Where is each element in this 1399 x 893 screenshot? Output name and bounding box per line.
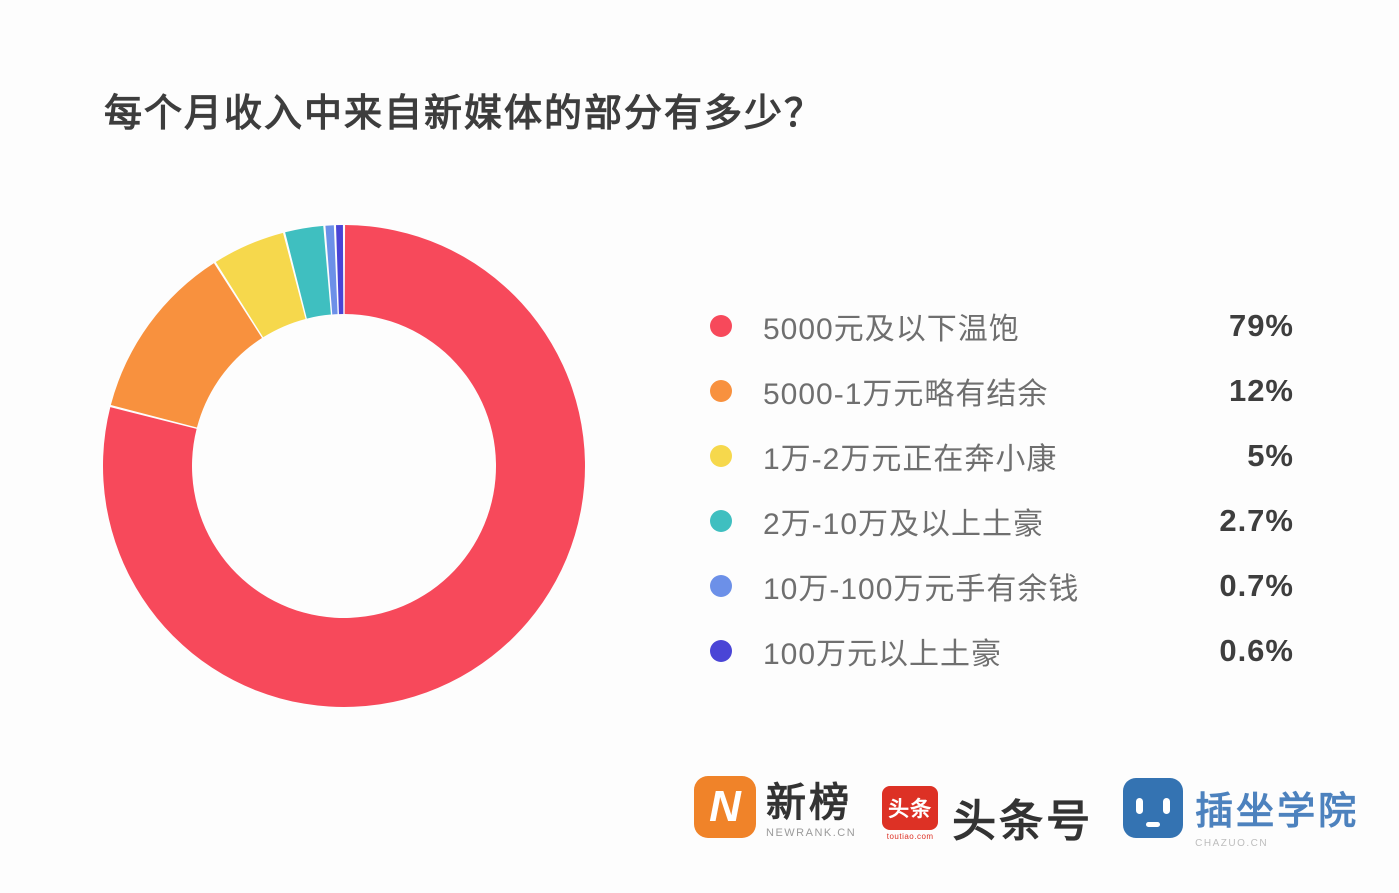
legend-item: 10万-100万元手有余钱 0.7%: [710, 553, 1294, 618]
newrank-logo-icon: N: [694, 776, 756, 838]
donut-segment-3: [285, 225, 331, 319]
legend-item: 5000元及以下温饱 79%: [710, 293, 1294, 358]
legend-label: 5000元及以下温饱: [763, 312, 1020, 346]
chazuo-brand-url: CHAZUO.CN: [1195, 838, 1269, 849]
donut-segment-1: [110, 263, 262, 428]
brand-toutiao: 头条 toutiao.com 头条号: [882, 776, 1093, 849]
legend-label: 2万-10万及以上土豪: [763, 507, 1045, 541]
toutiao-brand-url: toutiao.com: [886, 832, 934, 841]
donut-segment-2: [215, 232, 306, 338]
footer-brand-bar: N 新榜 NEWRANK.CN 头条 toutiao.com 头条号 插坐学院 …: [694, 776, 1359, 849]
legend-value: 79%: [1228, 307, 1294, 343]
toutiao-logo-icon: 头条: [882, 786, 939, 830]
legend-color-dot: [710, 509, 732, 532]
legend-value: 0.7%: [1219, 567, 1294, 603]
legend-value: 2.7%: [1219, 502, 1294, 538]
legend-color-dot: [710, 444, 732, 467]
legend-value: 12%: [1228, 372, 1294, 408]
legend-label: 5000-1万元略有结余: [763, 377, 1049, 411]
donut-segment-5: [336, 225, 344, 315]
toutiao-brand-name: 头条号: [952, 797, 1094, 846]
page-title: 每个月收入中来自新媒体的部分有多少？: [104, 93, 825, 135]
legend-color-dot: [710, 379, 732, 402]
donut-segment-4: [325, 225, 338, 315]
chazuo-brand-name: 插坐学院: [1195, 791, 1360, 833]
legend-label: 1万-2万元正在奔小康: [763, 442, 1058, 476]
brand-chazuo: 插坐学院 CHAZUO.CN: [1123, 776, 1359, 849]
legend-item: 100万元以上土豪 0.6%: [710, 618, 1294, 683]
legend-value: 0.6%: [1219, 632, 1294, 668]
chazuo-robot-face-icon: [1123, 778, 1184, 838]
legend-color-dot: [710, 639, 732, 662]
legend-color-dot: [710, 574, 732, 597]
brand-newrank: N 新榜 NEWRANK.CN: [694, 776, 856, 839]
legend-item: 2万-10万及以上土豪 2.7%: [710, 488, 1294, 553]
legend-label: 10万-100万元手有余钱: [763, 572, 1080, 606]
donut-chart: [102, 225, 585, 707]
legend-item: 5000-1万元略有结余 12%: [710, 358, 1294, 423]
donut-segment-0: [102, 225, 585, 707]
legend-color-dot: [710, 314, 732, 337]
chart-legend: 5000元及以下温饱 79% 5000-1万元略有结余 12% 1万-2万元正在…: [710, 293, 1294, 683]
legend-item: 1万-2万元正在奔小康 5%: [710, 423, 1294, 488]
newrank-brand-url: NEWRANK.CN: [766, 827, 857, 839]
legend-value: 5%: [1247, 437, 1294, 473]
legend-label: 100万元以上土豪: [763, 637, 1003, 671]
newrank-brand-name: 新榜: [766, 781, 852, 825]
